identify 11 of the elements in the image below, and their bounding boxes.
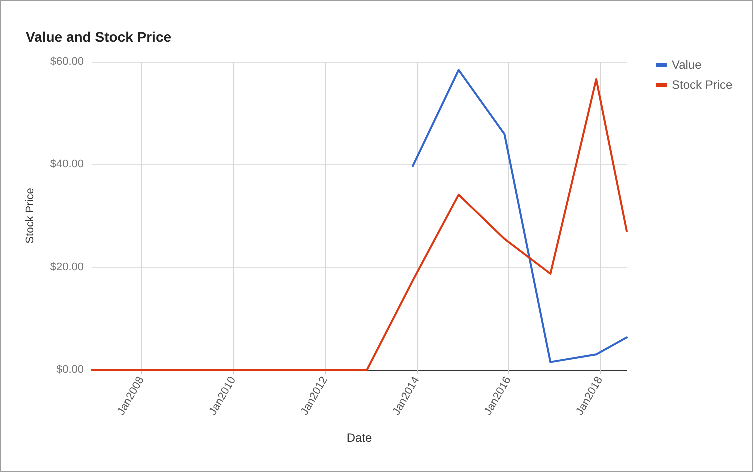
y-tick-label: $0.00 [56,364,84,376]
chart-title: Value and Stock Price [26,29,172,45]
y-tick-label: $20.00 [50,261,84,274]
x-axis-title: Date [346,431,372,445]
legend-label: Value [672,58,702,72]
line-series [412,69,628,364]
y-tick-label: $40.00 [50,158,84,171]
legend-label: Stock Price [672,78,734,92]
line-series [91,78,628,371]
y-tick-label: $60.00 [50,56,84,68]
y-axis-title: Stock Price [24,188,36,244]
